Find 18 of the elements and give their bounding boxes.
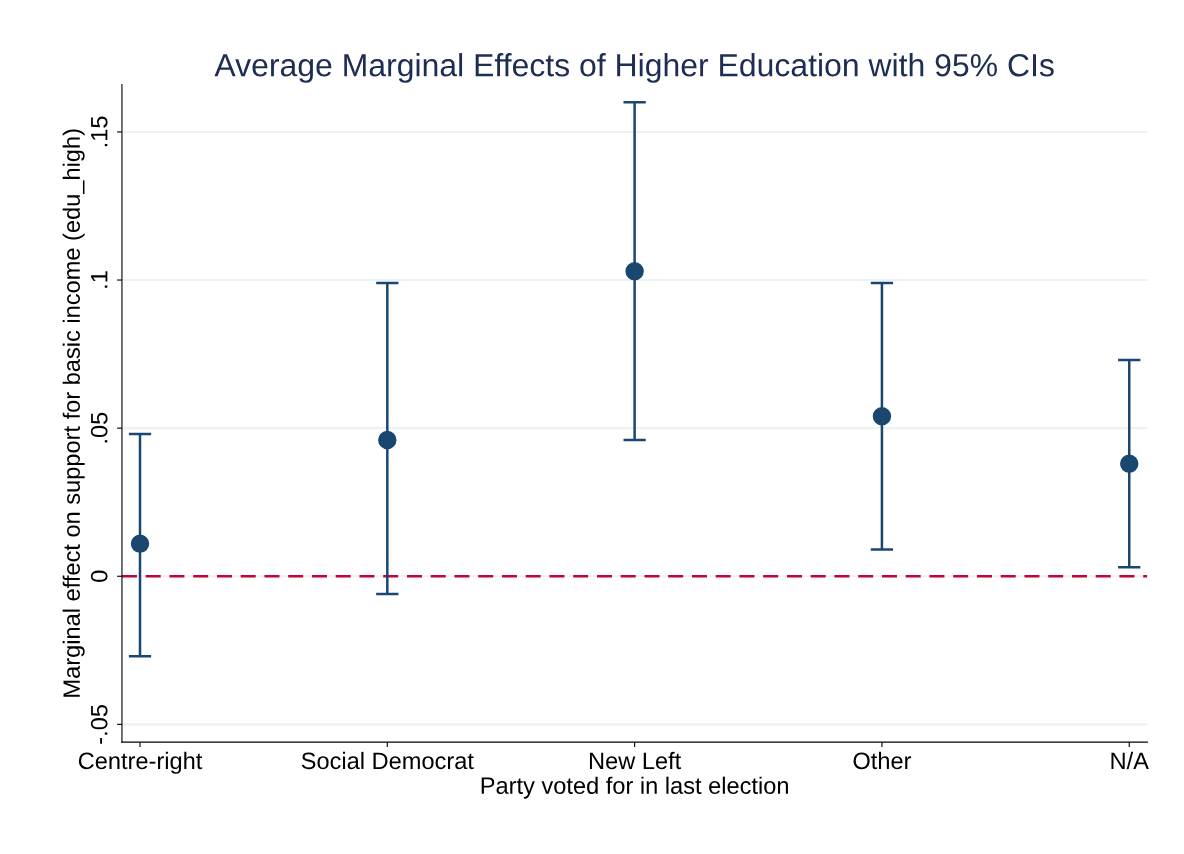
y-tick-label: 0 <box>90 570 108 582</box>
x-axis-title: Party voted for in last election <box>481 776 788 799</box>
point <box>1120 454 1139 473</box>
point <box>872 407 892 426</box>
point <box>378 430 397 450</box>
y-tick-label: .05 <box>90 412 108 443</box>
x-tick-label: Centre-right <box>78 751 203 774</box>
y-tick-label: .15 <box>91 116 108 147</box>
chart-title: Average Marginal Effects of Higher Education with 95% CIs <box>214 53 1054 83</box>
x-tick-label: Other <box>853 751 912 770</box>
x-tick-label: New Left <box>589 751 682 770</box>
point <box>625 261 644 281</box>
y-tick-label: .1 <box>91 271 108 288</box>
x-tick-label: N/A <box>1111 751 1149 770</box>
x-tick-label: Social Democrat <box>301 751 474 770</box>
y-tick-label: -.05 <box>90 705 108 744</box>
y-axis-title: Marginal effect on support for basic income (edu_high) <box>62 129 85 697</box>
point <box>130 534 150 553</box>
